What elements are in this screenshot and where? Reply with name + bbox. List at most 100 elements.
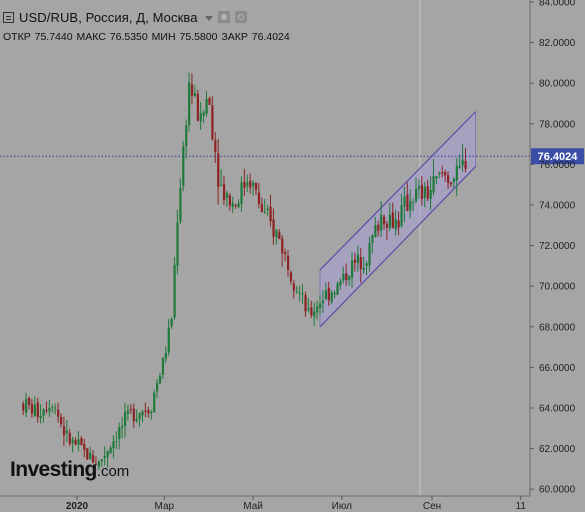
candle-body — [377, 224, 380, 231]
candle-body — [185, 125, 188, 147]
candle-body — [263, 211, 266, 213]
candle-body — [316, 306, 319, 313]
candle-body — [150, 411, 153, 414]
candle-body — [103, 456, 106, 458]
y-tick-label: 78.0000 — [539, 119, 576, 130]
channel-lower-line[interactable] — [319, 166, 477, 328]
candle-body — [57, 409, 60, 417]
candle-body — [394, 218, 397, 230]
y-tick-label: 62.0000 — [539, 444, 576, 455]
candle-body — [289, 272, 293, 282]
candle-body — [252, 182, 255, 187]
investing-logo: Investing .com — [10, 458, 129, 482]
candle-body — [359, 257, 362, 269]
logo-suffix-text: .com — [96, 463, 130, 480]
close-value: 76.4024 — [251, 31, 290, 43]
candle-body — [54, 408, 57, 410]
candle-body — [272, 219, 275, 237]
candle-body — [449, 182, 453, 185]
candle-body — [246, 182, 249, 187]
x-tick-label: Июл — [332, 501, 352, 512]
symbol-list-icon[interactable] — [3, 11, 14, 23]
candle-body — [455, 165, 458, 181]
chevron-down-icon[interactable] — [204, 15, 213, 21]
candle-body — [190, 84, 194, 96]
candle-body — [353, 259, 357, 263]
candle-body — [188, 82, 191, 126]
candle-body — [42, 409, 45, 416]
candle-body — [266, 208, 269, 211]
candle-body — [318, 303, 322, 309]
candle-body — [170, 318, 173, 326]
trend-channel[interactable] — [319, 111, 477, 328]
candle-body — [292, 283, 295, 291]
candle-body — [461, 159, 464, 166]
candle-body — [86, 448, 89, 460]
candle-body — [275, 230, 278, 238]
candle-body — [458, 166, 461, 168]
candle-body — [432, 176, 435, 193]
candle-body — [109, 447, 112, 454]
candle-body — [176, 222, 179, 266]
candle-body — [164, 353, 167, 359]
candle-body — [27, 397, 31, 405]
candle-body — [144, 410, 147, 412]
x-tick-label: 11 — [516, 501, 527, 512]
candle-body — [301, 293, 304, 295]
y-tick-label: 72.0000 — [539, 241, 576, 252]
candle-body — [228, 195, 231, 206]
candle-body — [121, 426, 124, 428]
candle-body — [208, 98, 211, 105]
candle-body — [71, 439, 74, 443]
candle-body — [391, 212, 394, 228]
candle-body — [406, 194, 409, 211]
gear-icon[interactable] — [234, 11, 247, 23]
ohlc-readout: ОТКР 75.7440 МАКС 76.5350 МИН 75.5800 ЗА… — [3, 31, 291, 43]
candle-body — [345, 273, 348, 281]
candle-body — [202, 112, 205, 116]
y-tick-label: 68.0000 — [539, 322, 576, 333]
candle-body — [132, 408, 135, 422]
candle-body — [400, 205, 403, 227]
candle-body — [89, 452, 92, 460]
candle-body — [196, 93, 199, 121]
candle-body — [115, 440, 118, 442]
chart-title[interactable]: USD/RUB, Россия, Д, Москва — [19, 9, 198, 25]
candle-body — [129, 409, 133, 410]
y-tick-label: 66.0000 — [539, 363, 576, 374]
eye-icon[interactable] — [217, 11, 230, 23]
candle-body — [310, 307, 313, 316]
candle-body — [92, 455, 95, 463]
candle-body — [324, 290, 328, 300]
candle-body — [62, 426, 66, 436]
x-tick-label: Май — [243, 501, 263, 512]
candle-body — [409, 200, 412, 211]
candle-body — [342, 273, 345, 281]
candle-body — [231, 203, 234, 207]
candle-body — [59, 416, 63, 425]
channel-fill[interactable] — [319, 111, 476, 327]
channel-upper-line[interactable] — [319, 111, 477, 271]
candle-body — [153, 392, 156, 413]
candle-body — [385, 223, 389, 228]
candle-body — [222, 184, 226, 201]
candle-body — [135, 418, 138, 421]
candle-body — [464, 161, 467, 169]
candle-body — [214, 140, 217, 152]
candle-body — [350, 260, 354, 278]
candle-body — [68, 432, 71, 444]
candle-body — [118, 427, 121, 439]
candle-body — [199, 113, 202, 122]
candle-body — [77, 439, 80, 445]
candle-body — [333, 292, 336, 295]
candle-body — [269, 206, 272, 222]
candle-body — [327, 287, 330, 301]
candle-body — [51, 407, 54, 408]
candle-body — [193, 93, 197, 96]
candle-body — [147, 410, 150, 414]
candle-body — [124, 411, 127, 427]
candle-body — [444, 172, 447, 176]
